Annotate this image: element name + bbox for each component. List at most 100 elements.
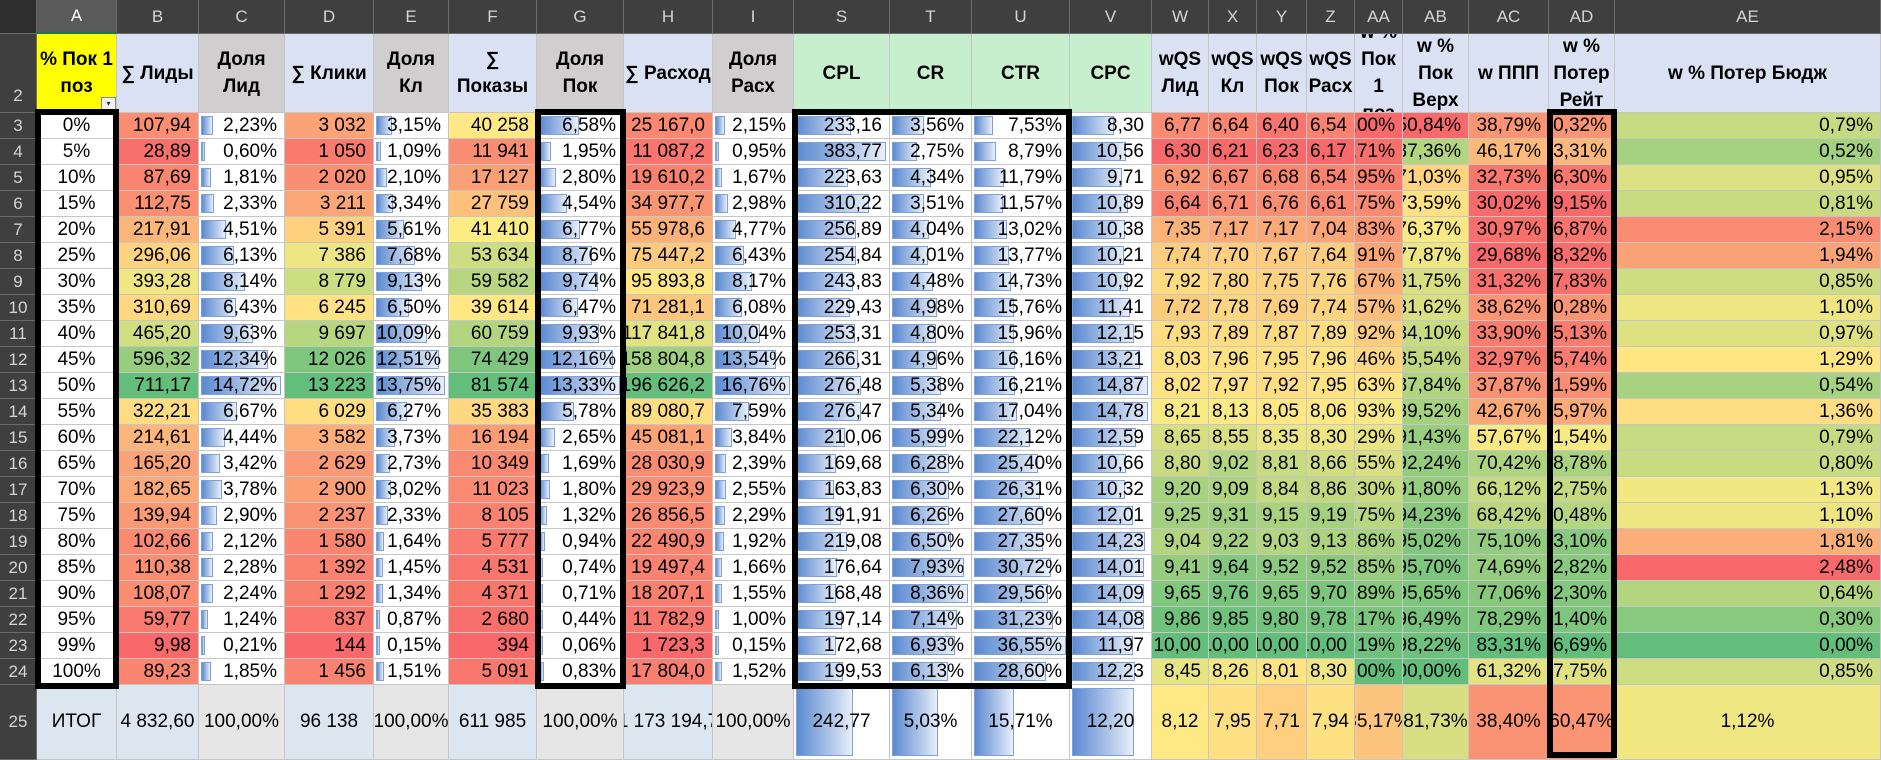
table-cell[interactable]: 5,99% [890,425,972,451]
table-cell[interactable]: 5 391 [285,217,374,243]
table-cell[interactable]: 19 497,4 [624,555,713,581]
total-cell[interactable]: 100,00% [713,685,794,760]
table-cell[interactable]: 13,77% [972,243,1070,269]
table-cell[interactable]: 9,20 [1152,477,1209,503]
table-cell[interactable]: 60,28% [1549,295,1615,321]
table-cell[interactable]: 219,08 [794,529,890,555]
table-cell[interactable]: 2,28% [199,555,285,581]
table-cell[interactable]: 67,30% [1355,477,1403,503]
table-cell[interactable]: 73,59% [1403,191,1469,217]
table-cell[interactable]: 37,87% [1469,373,1549,399]
table-cell[interactable]: 0,87% [374,607,449,633]
table-cell[interactable]: 158 804,8 [624,347,713,373]
table-cell[interactable]: 42,46% [1355,347,1403,373]
table-cell[interactable]: 7,72 [1152,295,1209,321]
table-cell[interactable]: 10,66 [1070,451,1152,477]
table-cell[interactable]: 383,77 [794,139,890,165]
table-cell[interactable]: 12,59 [1070,425,1152,451]
table-cell[interactable]: 310,22 [794,191,890,217]
table-cell[interactable]: 3,51% [890,191,972,217]
header-cell-e[interactable]: Доля Кл [374,34,449,113]
table-cell[interactable]: 0,15% [374,633,449,659]
column-header-ac[interactable]: AC [1469,0,1549,34]
table-cell[interactable]: 266,31 [794,347,890,373]
table-cell[interactable]: 13,54% [713,347,794,373]
table-cell[interactable]: 2 020 [285,165,374,191]
table-cell[interactable]: 11 087,2 [624,139,713,165]
table-cell[interactable]: 18 207,1 [624,581,713,607]
table-cell[interactable]: 14,08 [1070,607,1152,633]
table-cell[interactable]: 5 777 [449,529,537,555]
table-cell[interactable]: 40% [37,321,117,347]
table-cell[interactable]: 6,50% [890,529,972,555]
table-cell[interactable]: 41,54% [1549,425,1615,451]
column-header-t[interactable]: T [890,0,972,34]
table-cell[interactable]: 196 626,2 [624,373,713,399]
table-cell[interactable]: 9,65 [1257,581,1307,607]
table-cell[interactable]: 2,29% [713,503,794,529]
table-cell[interactable]: 1 292 [285,581,374,607]
column-header-y[interactable]: Y [1257,0,1307,34]
table-cell[interactable]: 28,60% [972,659,1070,685]
row-header-18[interactable]: 18 [0,503,37,529]
table-cell[interactable]: 1,51% [374,659,449,685]
table-cell[interactable]: 0,81% [1615,191,1881,217]
table-cell[interactable]: 1,67% [713,165,794,191]
total-cell[interactable]: 8,12 [1152,685,1209,760]
table-cell[interactable]: 8,80 [1152,451,1209,477]
table-cell[interactable]: 87,84% [1403,373,1469,399]
table-cell[interactable]: 10,00 [1257,633,1307,659]
table-cell[interactable]: 8,26 [1209,659,1257,685]
table-cell[interactable]: 0,44% [537,607,624,633]
table-cell[interactable]: 11 023 [449,477,537,503]
table-cell[interactable]: 45 081,1 [624,425,713,451]
table-cell[interactable]: 3,02% [374,477,449,503]
table-cell[interactable]: 276,48 [794,373,890,399]
table-cell[interactable]: 5,78% [537,399,624,425]
table-cell[interactable]: 2,98% [713,191,794,217]
table-cell[interactable]: 6 245 [285,295,374,321]
table-cell[interactable]: 32,73% [1469,165,1549,191]
table-cell[interactable]: 2,39% [713,451,794,477]
table-cell[interactable]: 29 923,9 [624,477,713,503]
table-cell[interactable]: 62,55% [1355,451,1403,477]
table-cell[interactable]: 9,09 [1209,477,1257,503]
table-cell[interactable]: 22 490,9 [624,529,713,555]
table-cell[interactable]: 9,02 [1209,451,1257,477]
table-cell[interactable]: 13,33% [537,373,624,399]
table-cell[interactable]: 95,65% [1403,581,1469,607]
table-cell[interactable]: 26 856,5 [624,503,713,529]
table-cell[interactable]: 6,30 [1152,139,1209,165]
table-cell[interactable]: 68,42% [1469,503,1549,529]
table-cell[interactable]: 53 634 [449,243,537,269]
table-cell[interactable]: 0,30% [1615,607,1881,633]
table-cell[interactable]: 12,75% [1355,191,1403,217]
table-cell[interactable]: 19 610,2 [624,165,713,191]
table-cell[interactable]: 35 383 [449,399,537,425]
table-cell[interactable]: 3,15% [374,113,449,139]
header-cell-u[interactable]: CTR [972,34,1070,113]
table-cell[interactable]: 11 782,9 [624,607,713,633]
table-cell[interactable]: 87,36% [1403,139,1469,165]
table-cell[interactable]: 107,94 [117,113,199,139]
table-cell[interactable]: 100,00% [1403,659,1469,685]
table-cell[interactable]: 27,60% [972,503,1070,529]
row-header-3[interactable]: 3 [0,113,37,139]
table-cell[interactable]: 85% [37,555,117,581]
header-cell-f[interactable]: ∑ Показы [449,34,537,113]
table-cell[interactable]: 0,15% [713,633,794,659]
table-cell[interactable]: 10,00 [1307,633,1355,659]
table-cell[interactable]: 14,01 [1070,555,1152,581]
column-header-u[interactable]: U [972,0,1070,34]
table-cell[interactable]: 9,86 [1152,607,1209,633]
row-header-16[interactable]: 16 [0,451,37,477]
table-cell[interactable]: 28,78% [1549,451,1615,477]
table-cell[interactable]: 6,77 [1152,113,1209,139]
column-header-e[interactable]: E [374,0,449,34]
table-cell[interactable]: 233,16 [794,113,890,139]
table-cell[interactable]: 6,76 [1257,191,1307,217]
table-cell[interactable]: 2,75% [890,139,972,165]
table-cell[interactable]: 6,64 [1209,113,1257,139]
table-cell[interactable]: 12,01 [1070,503,1152,529]
header-cell-x[interactable]: wQS Кл [1209,34,1257,113]
